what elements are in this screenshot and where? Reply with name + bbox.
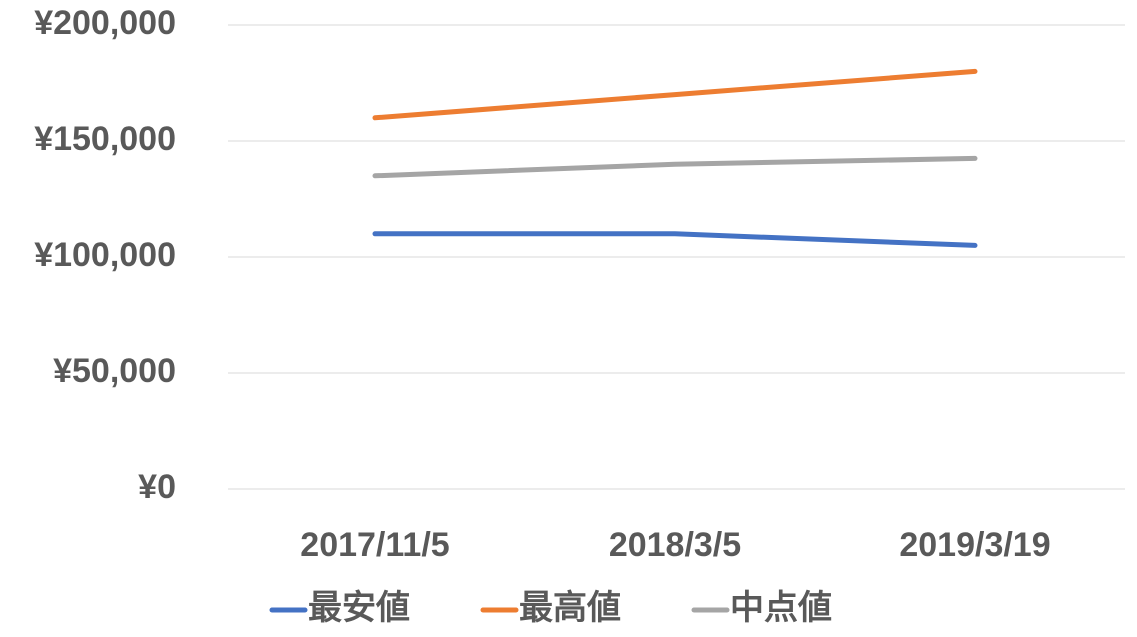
y-tick-label: ¥100,000: [34, 236, 176, 274]
series-line: [372, 68, 978, 121]
y-tick-label: ¥150,000: [34, 120, 176, 158]
legend-label: 最安値: [308, 589, 410, 627]
x-tick-label: 2019/3/19: [899, 526, 1050, 564]
x-tick-label: 2017/11/5: [300, 526, 449, 564]
series-line: [372, 231, 978, 248]
series-line: [372, 155, 978, 179]
legend-label: 中点値: [730, 589, 832, 627]
y-tick-label: ¥50,000: [53, 352, 176, 390]
legend-label: 最高値: [519, 589, 621, 627]
x-tick-label: 2018/3/5: [609, 526, 741, 564]
y-tick-label: ¥200,000: [34, 4, 176, 42]
y-tick-label: ¥0: [138, 468, 176, 506]
